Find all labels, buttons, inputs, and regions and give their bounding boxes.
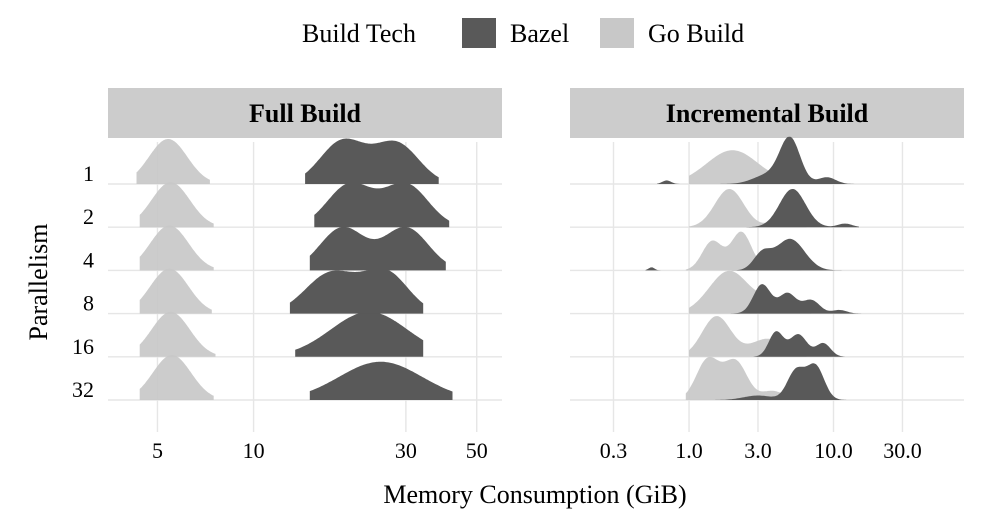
ridge-bazel-p4 [309,226,446,271]
x-tick-label: 0.3 [600,438,628,463]
ridge-bazel-p2 [314,182,450,228]
ridge-go-build-p32 [139,355,214,400]
ridge-go-build-p2 [689,189,807,228]
legend: Build Tech Bazel Go Build [302,18,744,48]
ridge-go-build-p16 [139,311,216,357]
ridge-go-build-p32 [685,356,796,400]
y-tick-label: 1 [83,161,94,186]
ridge-bazel-p16 [714,331,850,357]
panel-incremental-build: 0.3 1.0 3.0 10.0 30.0 [570,136,964,463]
ridge-bazel-p32 [700,363,855,400]
ridge-go-build-p4 [139,225,214,271]
strip-background [570,88,964,138]
x-tick-label: 10 [243,438,265,463]
y-axis-labels: 1 2 4 8 16 32 [72,161,94,402]
panel-full-build: 5 10 30 50 [108,138,502,463]
ridge-bazel-p1 [657,136,855,184]
ridge-bazel-p8 [289,268,424,314]
x-axis-title: Memory Consumption (GiB) [383,480,686,509]
y-tick-label: 32 [72,377,94,402]
legend-label-bazel: Bazel [510,19,569,48]
panel-incremental-build-strip: Incremental Build [570,88,964,138]
strip-background [108,88,502,138]
ridge-go-build-p4 [685,231,802,271]
x-tick-label: 30 [395,438,417,463]
ridge-go-build-p1 [136,139,210,184]
ridge-bazel-p2 [746,189,859,228]
ridge-go-build-p8 [139,268,212,314]
strip-title-incremental-build: Incremental Build [666,99,869,128]
strip-title-full-build: Full Build [249,99,362,128]
y-tick-label: 4 [83,247,94,272]
x-tick-label: 10.0 [814,438,853,463]
y-tick-label: 16 [72,334,94,359]
ridge-go-build-p2 [139,182,214,228]
legend-title: Build Tech [302,19,416,48]
ridge-bazel-p1 [305,138,439,184]
x-tick-label: 30.0 [883,438,922,463]
y-axis-title: Parallelism [24,224,53,341]
ridge-bazel-p8 [700,284,863,314]
panel-full-build-strip: Full Build [108,88,502,138]
legend-swatch-go-build [600,18,634,48]
legend-label-go-build: Go Build [648,19,744,48]
x-tick-label: 1.0 [675,438,703,463]
ridge-bazel-p4 [645,238,855,271]
x-tick-label: 3.0 [744,438,772,463]
legend-swatch-bazel [462,18,496,48]
ridge-bazel-p16 [295,311,424,357]
y-tick-label: 8 [83,291,94,316]
y-tick-label: 2 [83,204,94,229]
x-tick-label: 50 [466,438,488,463]
x-tick-label: 5 [152,438,163,463]
ridge-bazel-p32 [309,361,453,400]
